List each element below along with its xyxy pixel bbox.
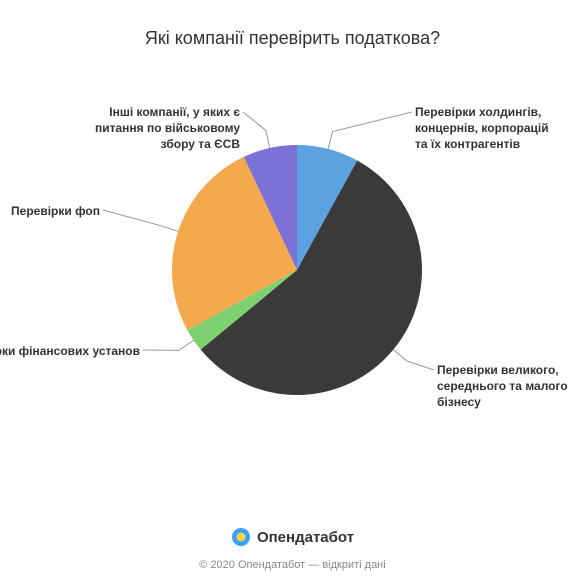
slice-label-financial: Перевірки фінансових установ [0, 343, 140, 359]
label-text: Перевірки холдингів, [415, 105, 541, 119]
chart-title: Які компанії перевірить податкова? [0, 0, 585, 49]
label-text: середнього та малого [437, 379, 568, 393]
label-text: бізнесу [437, 395, 481, 409]
label-text: Перевірки великого, [437, 363, 559, 377]
slice-label-holdings: Перевірки холдингів, концернів, корпорац… [415, 104, 575, 153]
slice-label-business: Перевірки великого, середнього та малого… [437, 362, 585, 411]
copyright: © 2020 Опендатабот — відкриті дані [0, 559, 585, 585]
leader-line [328, 112, 412, 149]
label-text: збору та ЄСВ [161, 137, 240, 151]
footer: Опендатабот © 2020 Опендатабот — відкрит… [0, 527, 585, 585]
label-text: Перевірки фоп [11, 204, 100, 218]
label-text: питання по військовому [95, 121, 240, 135]
slice-label-fop: Перевірки фоп [0, 203, 100, 219]
label-text: та їх контрагентів [415, 137, 520, 151]
slice-label-other: Інші компанії, у яких є питання по війсь… [70, 104, 240, 153]
leader-line [243, 112, 270, 148]
chart-area: Перевірки холдингів, концернів, корпорац… [0, 90, 585, 490]
leader-line [393, 350, 434, 370]
brand-name: Опендатабот [257, 529, 354, 546]
leader-line [103, 210, 178, 231]
leader-line [143, 340, 194, 350]
label-text: концернів, корпорацій [415, 121, 549, 135]
label-text: Перевірки фінансових установ [0, 344, 140, 358]
brand: Опендатабот [231, 527, 354, 547]
label-text: Інші компанії, у яких є [109, 105, 240, 119]
brand-icon [231, 527, 251, 547]
